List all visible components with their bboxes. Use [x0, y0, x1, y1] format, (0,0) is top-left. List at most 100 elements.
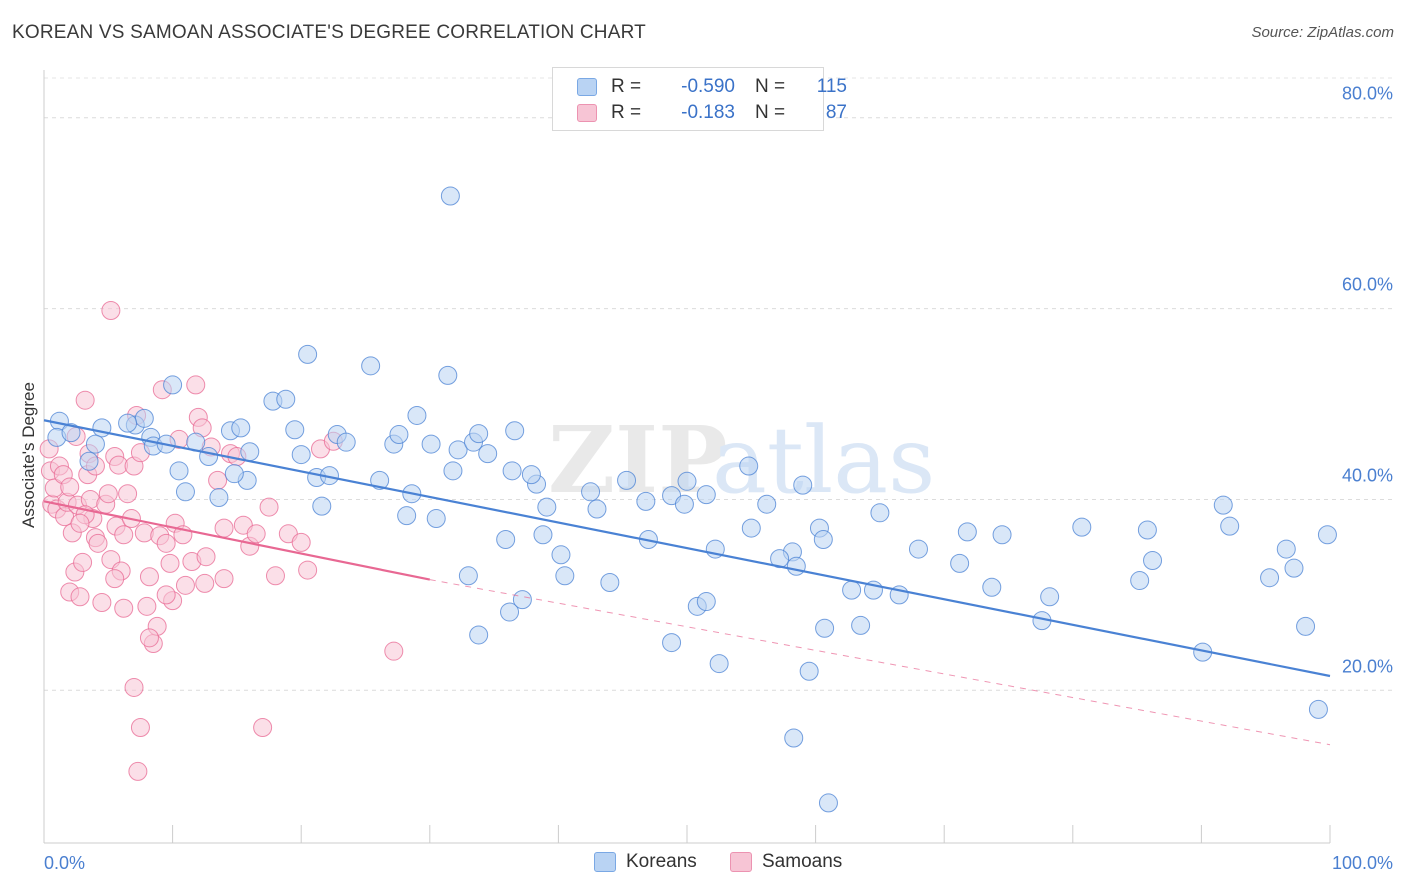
koreans-point	[950, 553, 970, 573]
koreans-legend-swatch	[594, 852, 616, 872]
koreans-point	[815, 618, 835, 638]
koreans-point	[443, 461, 463, 481]
koreans-point	[426, 509, 446, 529]
koreans-point	[209, 488, 229, 508]
koreans-point	[555, 566, 575, 586]
koreans-point	[617, 470, 637, 490]
samoans-trend-line	[43, 500, 431, 581]
samoans-r-value: -0.183	[681, 102, 735, 123]
koreans-point	[674, 494, 694, 514]
koreans-point	[533, 525, 553, 545]
koreans-point	[79, 451, 99, 471]
r-label: R =	[611, 102, 642, 123]
correlation-legend: R = -0.590 N = 115 R = -0.183 N = 87	[552, 67, 847, 131]
koreans-point	[1317, 525, 1337, 545]
samoans-series	[39, 300, 404, 781]
samoans-point	[124, 677, 144, 697]
samoans-point	[291, 532, 311, 552]
x-tick-label: 100.0%	[1332, 853, 1393, 873]
koreans-point	[1308, 699, 1328, 719]
koreans-point	[163, 375, 183, 395]
koreans-point	[793, 475, 813, 495]
legend-row-samoans: R = -0.183 N = 87	[577, 100, 847, 126]
koreans-point	[496, 530, 516, 550]
koreans-point	[1296, 616, 1316, 636]
koreans-legend-label: Koreans	[626, 851, 697, 872]
samoans-point	[139, 628, 159, 648]
legend-row-koreans: R = -0.590 N = 115	[577, 74, 847, 100]
koreans-point	[739, 456, 759, 476]
samoans-point	[134, 523, 154, 543]
koreans-point	[199, 447, 219, 466]
koreans-point	[448, 440, 468, 460]
legend-item-koreans[interactable]: Koreans	[594, 851, 697, 873]
r-label: R =	[611, 76, 642, 97]
koreans-point	[389, 425, 409, 445]
koreans-point	[61, 423, 81, 443]
grid-lines	[44, 77, 1392, 691]
koreans-point	[636, 491, 656, 511]
koreans-point	[370, 470, 390, 490]
samoans-point	[70, 587, 90, 607]
koreans-point	[502, 461, 522, 481]
koreans-point	[478, 444, 498, 464]
samoans-point	[128, 761, 148, 781]
y-axis-label: Associate's Degree	[19, 382, 38, 528]
koreans-point	[134, 408, 154, 428]
koreans-point	[469, 424, 489, 444]
samoans-point	[114, 525, 134, 545]
samoans-point	[214, 518, 234, 538]
koreans-point	[175, 482, 195, 502]
koreans-point	[1276, 539, 1296, 559]
koreans-point	[512, 590, 532, 610]
koreans-point	[1220, 516, 1240, 536]
samoans-point	[92, 593, 112, 613]
x-tick-label: 0.0%	[44, 853, 85, 873]
chart-title: KOREAN VS SAMOAN ASSOCIATE'S DEGREE CORR…	[12, 22, 646, 43]
koreans-point	[85, 434, 105, 454]
koreans-point	[662, 633, 682, 653]
koreans-swatch	[577, 78, 597, 96]
samoans-trend-extension	[429, 579, 1331, 746]
koreans-point	[276, 389, 296, 409]
samoans-point	[186, 375, 206, 395]
samoans-point	[265, 566, 285, 586]
x-tick-labels: 0.0% 100.0%	[44, 853, 1393, 873]
koreans-n-value: 115	[816, 76, 847, 97]
y-tick-label: 80.0%	[1342, 84, 1393, 104]
samoans-point	[246, 524, 266, 544]
koreans-point	[500, 602, 520, 622]
samoans-point	[101, 300, 121, 320]
koreans-point	[813, 530, 833, 550]
koreans-point	[440, 186, 460, 206]
samoans-point	[384, 641, 404, 661]
samoans-point	[175, 575, 195, 595]
n-label: N =	[755, 76, 786, 97]
samoans-point	[160, 553, 180, 573]
koreans-point	[521, 465, 541, 485]
y-tick-label: 60.0%	[1342, 275, 1393, 295]
koreans-point	[92, 418, 112, 438]
samoans-point	[259, 497, 279, 517]
koreans-point	[336, 432, 356, 452]
koreans-point	[818, 793, 838, 813]
samoans-point	[70, 513, 90, 533]
legend-item-samoans[interactable]: Samoans	[730, 851, 842, 873]
samoans-point	[156, 533, 176, 553]
y-tick-label: 20.0%	[1342, 656, 1393, 676]
koreans-point	[581, 482, 601, 502]
koreans-r-value: -0.590	[681, 76, 735, 97]
samoans-n-value: 87	[825, 102, 847, 123]
koreans-point	[1143, 551, 1163, 571]
samoans-point	[88, 533, 108, 553]
samoans-point	[75, 390, 95, 410]
koreans-point	[992, 525, 1012, 545]
samoans-point	[253, 718, 273, 738]
koreans-point	[298, 344, 318, 364]
koreans-point	[757, 494, 777, 514]
koreans-point	[397, 506, 417, 526]
koreans-point	[587, 499, 607, 519]
koreans-point	[421, 434, 441, 454]
n-label: N =	[755, 102, 786, 123]
koreans-point	[851, 615, 871, 635]
